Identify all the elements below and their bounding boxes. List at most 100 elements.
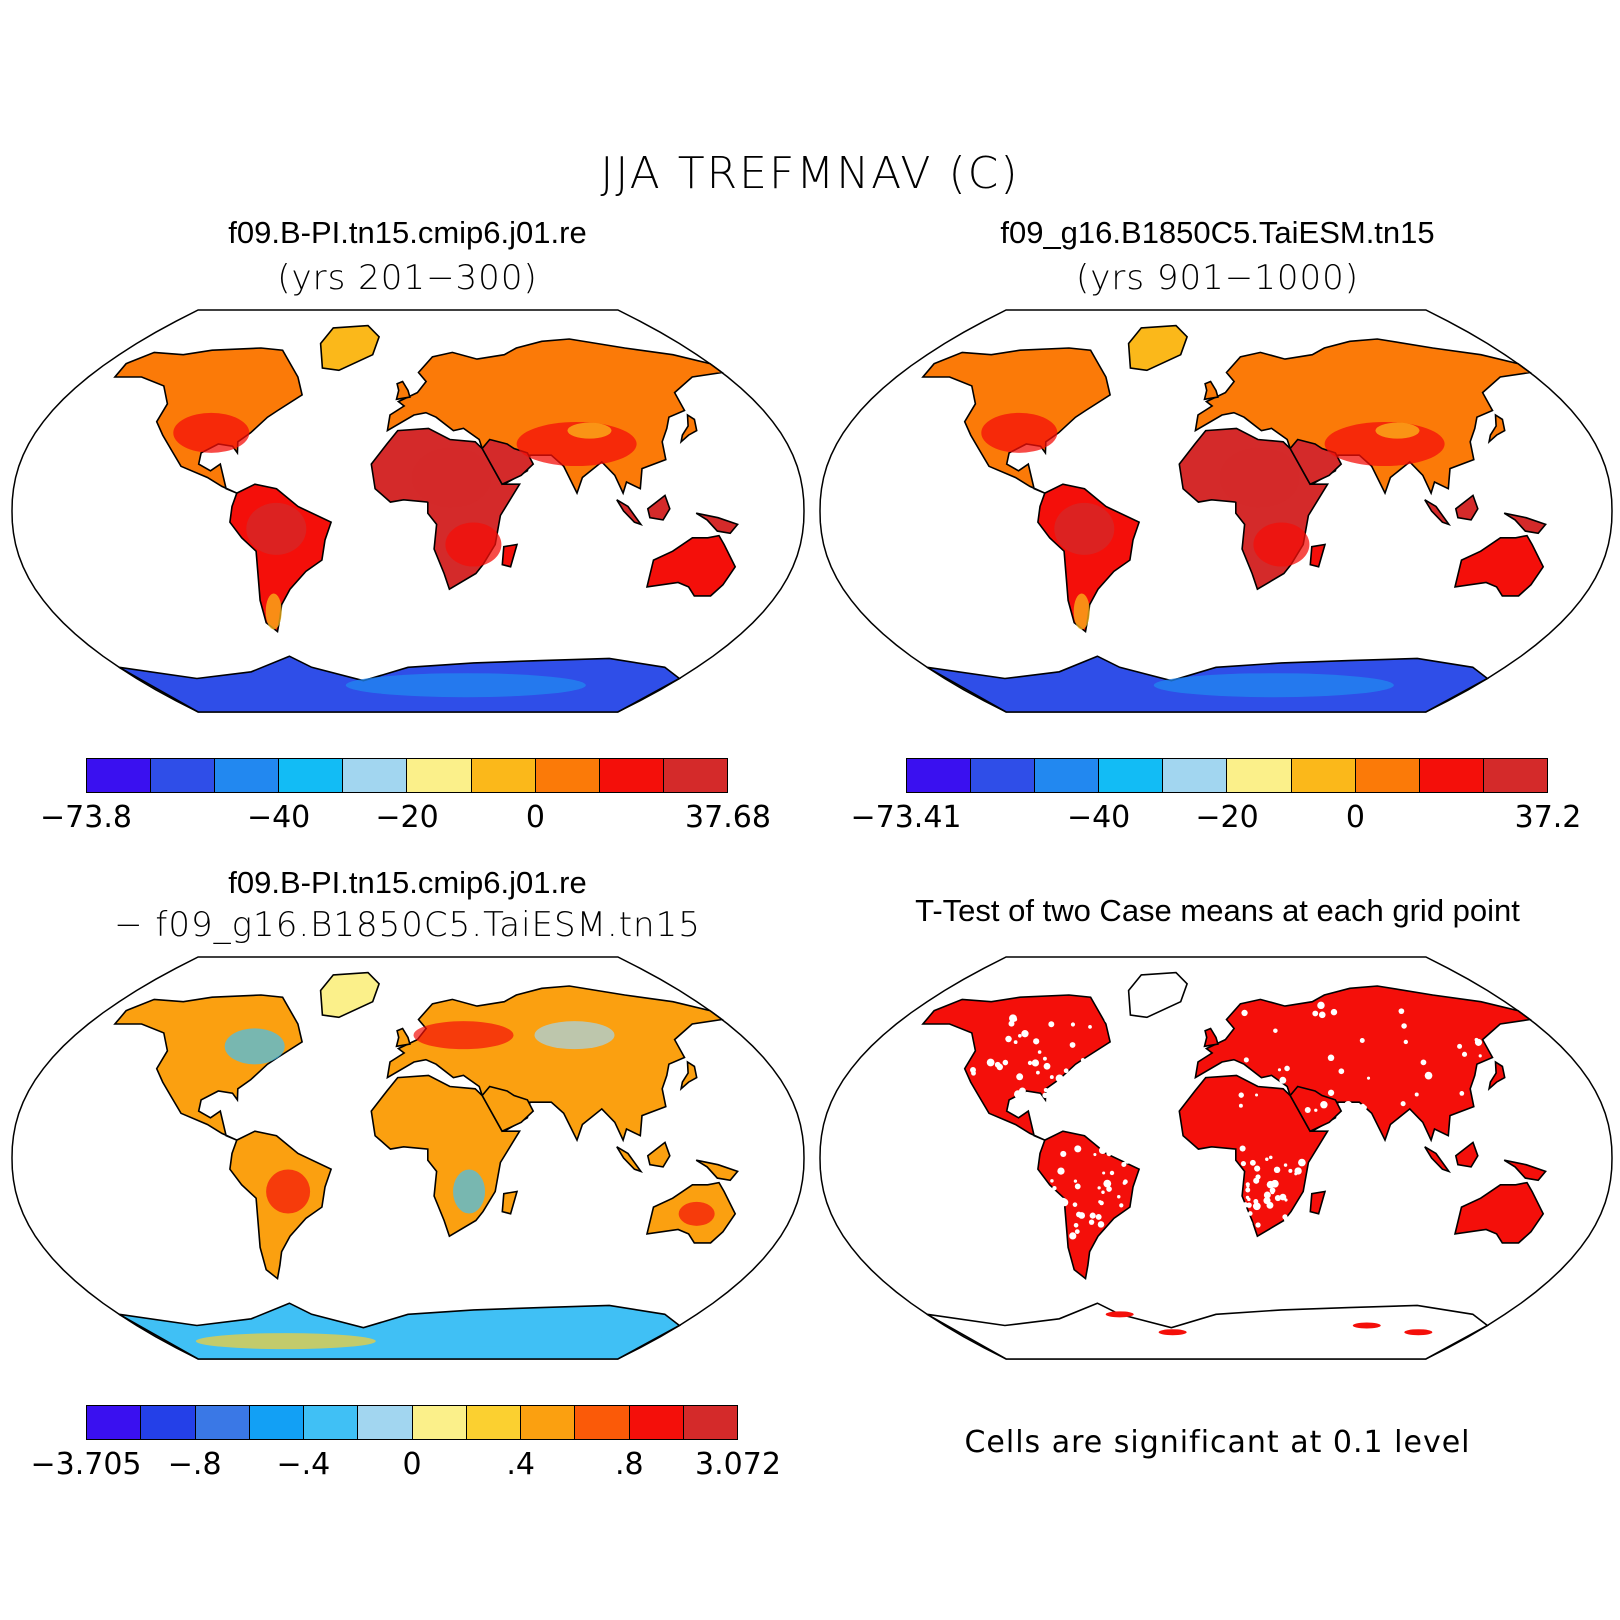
non-significant-cell (1255, 1093, 1259, 1097)
difference-region (413, 1021, 514, 1050)
landmass-japan (679, 413, 698, 444)
non-significant-cell (967, 1097, 974, 1104)
colorbar-swatch (343, 759, 408, 792)
colorbar-tick-label: −3.705 (30, 1447, 142, 1482)
non-significant-cell (1312, 1010, 1319, 1017)
landmass-japan (1487, 1060, 1506, 1091)
non-significant-cell (1088, 1219, 1095, 1225)
colorbar-tick-label: 37.68 (685, 800, 771, 835)
non-significant-cell (1012, 1017, 1018, 1022)
non-significant-cell (1122, 1181, 1127, 1185)
non-significant-cell (1043, 1087, 1048, 1093)
non-significant-cell (1245, 1187, 1251, 1193)
non-significant-cell (1318, 1011, 1326, 1019)
non-significant-cell (1097, 1221, 1105, 1228)
non-significant-cell (1027, 1060, 1033, 1066)
panel-subtitle-bottom-left: − f09_g16.B1850C5.TaiESM.tn15 (114, 905, 701, 945)
non-significant-cell (1304, 1107, 1311, 1114)
significant-cell (1105, 1311, 1134, 1318)
temperature-region (445, 522, 502, 567)
colorbar-tick-label: 0 (1345, 800, 1365, 835)
non-significant-cell (1247, 1197, 1251, 1202)
non-significant-cell (1474, 1037, 1479, 1042)
non-significant-cell (1482, 1099, 1488, 1105)
colorbar-swatch (663, 759, 727, 792)
landmass-borneo (646, 494, 671, 521)
colorbar-swatch (1419, 759, 1484, 792)
non-significant-cell (1403, 1039, 1408, 1045)
non-significant-cell (1283, 1217, 1289, 1223)
non-significant-cell (1243, 1057, 1249, 1063)
non-significant-cell (1238, 1092, 1244, 1098)
non-significant-cell (1092, 1060, 1097, 1065)
colorbar-swatch (1355, 759, 1420, 792)
non-significant-cell (1273, 1166, 1281, 1174)
colorbar-swatch (1163, 759, 1228, 792)
landmass-arabia (481, 1085, 535, 1133)
non-significant-cell (1121, 1161, 1127, 1167)
non-significant-cell (1069, 1232, 1077, 1240)
colorbar-tick-label: −.4 (276, 1447, 331, 1482)
non-significant-cell (1327, 1089, 1335, 1096)
colorbar-swatch (358, 1406, 413, 1439)
temperature-region (1219, 447, 1300, 508)
non-significant-cell (1246, 1202, 1252, 1208)
non-significant-cell (1098, 1146, 1107, 1155)
landmass-sumatra (616, 499, 644, 526)
non-significant-cell (1016, 1073, 1024, 1081)
non-significant-cell (1048, 1021, 1055, 1028)
difference-region (678, 1201, 715, 1226)
non-significant-cell (1031, 1059, 1039, 1067)
non-significant-cell (1294, 1172, 1298, 1176)
landmass-uk (395, 380, 411, 401)
colorbar-swatch (599, 759, 664, 792)
non-significant-cell (1072, 1202, 1078, 1207)
non-significant-cell (1338, 1068, 1345, 1075)
landmass-uk (395, 1027, 411, 1048)
colorbar-swatch (249, 1406, 304, 1439)
non-significant-cell (1320, 1101, 1328, 1109)
non-significant-cell (1245, 1220, 1253, 1228)
colorbar-swatch (629, 1406, 684, 1439)
non-significant-cell (1266, 1180, 1275, 1189)
landmass-sumatra (1424, 1146, 1452, 1173)
non-significant-cell (1002, 1059, 1009, 1066)
non-significant-cell (1102, 1171, 1106, 1175)
non-significant-cell (1255, 1222, 1261, 1228)
non-significant-cell (970, 1067, 976, 1073)
map-top-left (11, 309, 805, 713)
temperature-region (411, 447, 492, 508)
panel-title-bottom-left: f09.B-PI.tn15.cmip6.j01.re (228, 865, 587, 900)
colorbar-swatch (304, 1406, 359, 1439)
colorbar-swatch (683, 1406, 737, 1439)
colorbar-swatch (466, 1406, 521, 1439)
landmass-borneo (1454, 1141, 1479, 1168)
landmass-australia (645, 534, 737, 597)
landmass-madagascar (1309, 1190, 1327, 1215)
non-significant-cell (1457, 1043, 1463, 1049)
non-significant-cell (1359, 1038, 1365, 1043)
non-significant-cell (1104, 1015, 1112, 1024)
non-significant-cell (1228, 1069, 1234, 1075)
non-significant-cell (1106, 1186, 1112, 1192)
non-significant-cell (1005, 1035, 1012, 1043)
non-significant-cell (1461, 1051, 1468, 1057)
non-significant-cell (1263, 1191, 1271, 1199)
non-significant-cell (1240, 1208, 1246, 1213)
non-significant-cell (1069, 1042, 1076, 1048)
non-significant-cell (1288, 1168, 1293, 1173)
colorbar-swatch (195, 1406, 250, 1439)
non-significant-cell (986, 1058, 995, 1067)
landmass-australia (1453, 1181, 1545, 1244)
non-significant-cell (1085, 1070, 1091, 1076)
colorbar-tick-label: 3.072 (695, 1447, 781, 1482)
non-significant-cell (1238, 1103, 1243, 1108)
temperature-region (345, 673, 586, 698)
panel-subtitle-top-right: (yrs 901−1000) (1075, 258, 1360, 298)
panel-title-bottom-right: T-Test of two Case means at each grid po… (915, 893, 1520, 928)
temperature-region (246, 502, 307, 555)
non-significant-cell (1239, 1145, 1246, 1152)
colorbar-swatch (141, 1406, 196, 1439)
colorbar-swatch (1291, 759, 1356, 792)
non-significant-cell (996, 1063, 1003, 1071)
